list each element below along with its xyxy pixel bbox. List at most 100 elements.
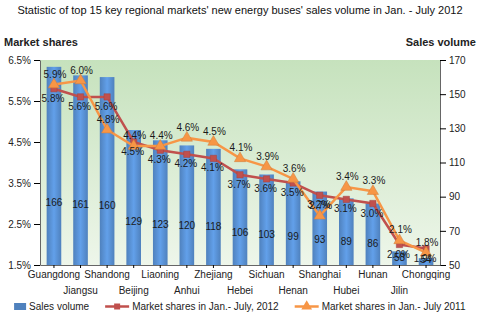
tick: 110 [440,157,465,168]
tick-label: Guangdong [28,269,80,280]
tick-mark [160,265,161,268]
tick-label: Anhui [174,285,200,296]
data-label: 160 [99,200,116,211]
tick-label: Liaoning [141,269,179,280]
legend-marker [301,300,312,309]
data-label: 4.1% [201,162,224,173]
tick: 150 [440,89,466,100]
tick: 90 [440,191,461,202]
line [54,81,426,253]
data-label: 4.4% [123,130,146,141]
tick-label: Zhejiang [194,269,232,280]
data-label: 5.6% [95,101,118,112]
data-label: 106 [232,227,249,238]
markers [51,86,429,252]
tick-label: 170 [449,55,466,66]
data-label: 1.9% [414,253,437,264]
tick-label: Jiangsu [63,285,97,296]
tick-mark [440,128,446,129]
tick-label: 6.5% [8,55,31,66]
tick-mark [440,94,446,95]
tick: Zhejiang [194,265,232,280]
data-label: 2.7% [309,200,332,211]
tick-mark [34,183,40,184]
data-label: 3.6% [283,163,306,174]
legend-item: Market shares in Jan.- July 2011 [295,300,466,312]
data-label: 5.6% [68,101,91,112]
tick-label: Shanghai [299,269,341,280]
tick: Hubei [333,265,359,296]
data-label: 4.8% [97,114,120,125]
marker [104,94,110,100]
tick: Shandong [84,265,130,280]
tick-label: Hebei [227,285,253,296]
marker [263,176,269,182]
data-label: 86 [367,238,379,249]
tick: 6.5% [8,55,40,66]
legend-label: Market shares in Jan.- July, 2012 [132,301,279,312]
tick-label: Shandong [84,269,130,280]
tick: Shanghai [299,265,341,280]
data-label: 4.2% [174,158,197,169]
data-label: 89 [341,236,353,247]
tick-mark [34,60,40,61]
tick-label: 90 [449,191,461,202]
data-label: 4.1% [230,142,253,153]
tick-label: Sichuan [249,269,285,280]
tick-mark [346,265,347,268]
tick: 2.5% [8,219,40,230]
tick-mark [107,265,108,268]
tick-mark [440,197,446,198]
data-labels: 1661611601291231201181061039993898658545… [42,65,439,265]
marker [184,151,190,157]
data-label: 2.0% [387,249,410,260]
data-label: 4.3% [148,154,171,165]
tick-label: Jilin [391,285,408,296]
tick-mark [372,265,373,268]
tick: Sichuan [249,265,285,280]
legend: Sales volumeMarket shares in Jan.- July,… [14,300,466,312]
tick: 5.5% [8,96,40,107]
data-label: 3.7% [228,179,251,190]
plot-background [40,60,440,265]
line [54,89,426,249]
data-label: 4.4% [150,130,173,141]
marker [317,192,323,198]
axis-title: Sales volume [406,36,476,48]
tick-label: Hunan [358,269,387,280]
marks [47,67,434,265]
tick: Guangdong [28,265,80,280]
data-label: 4.5% [121,146,144,157]
tick: 3.5% [8,178,40,189]
data-label: 3.9% [256,151,279,162]
legend-item: Market shares in Jan.- July, 2012 [105,301,279,312]
tick-mark [213,265,214,268]
tick-mark [34,224,40,225]
tick-label: Henan [278,285,307,296]
tick-mark [240,265,241,268]
tick-mark [133,265,134,268]
tick-label: 3.5% [8,178,31,189]
tick: Chongqing [402,265,450,280]
data-label: 99 [288,231,300,242]
tick-label: 4.5% [8,137,31,148]
title: Statistic of top 15 key regional markets… [17,4,462,16]
legend-swatch [14,303,26,310]
data-label: 3.3% [362,175,385,186]
tick: Hunan [358,265,387,280]
tick-label: 50 [449,260,461,271]
y-axis: 1.5%2.5%3.5%4.5%5.5%6.5% [8,55,40,271]
data-label: 3.0% [360,208,383,219]
tick-mark [53,265,54,268]
tick-mark [440,163,446,164]
data-label: 118 [205,221,221,232]
marker [210,155,216,161]
tick-mark [426,265,427,268]
tick-label: Hubei [333,285,359,296]
tick: 4.5% [8,137,40,148]
tick: 130 [440,123,466,134]
tick-mark [319,265,320,268]
tick-mark [440,265,446,266]
markers [48,74,431,256]
plot: 1661611601291231201181061039993898658545… [8,55,466,296]
